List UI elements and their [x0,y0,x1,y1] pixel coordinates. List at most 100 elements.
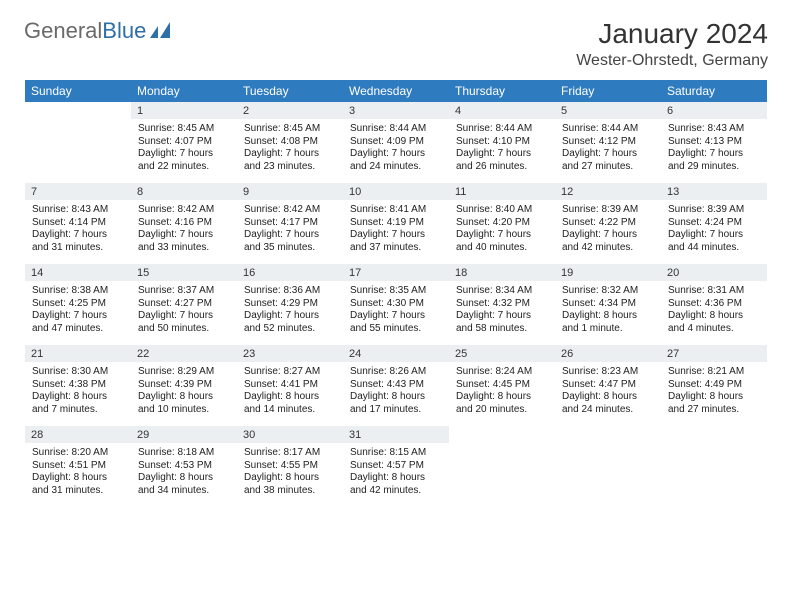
sunset-text: Sunset: 4:29 PM [244,298,336,311]
day-number: 1 [131,102,237,120]
day-cell: Sunrise: 8:42 AMSunset: 4:17 PMDaylight:… [237,201,343,263]
daylight-text: Daylight: 7 hours [138,310,230,323]
day-number: 5 [555,102,661,120]
daylight-text: Daylight: 8 hours [138,472,230,485]
day-number [555,425,661,444]
brand-part1: General [24,18,102,44]
calendar-table: SundayMondayTuesdayWednesdayThursdayFrid… [24,80,768,507]
daylight-text: and 40 minutes. [456,242,548,255]
sunrise-text: Sunrise: 8:38 AM [32,285,124,298]
day-number: 21 [25,344,131,363]
day-cell: Sunrise: 8:20 AMSunset: 4:51 PMDaylight:… [25,444,131,506]
day-number: 17 [343,263,449,282]
sunset-text: Sunset: 4:53 PM [138,460,230,473]
daylight-text: and 31 minutes. [32,242,124,255]
day-cell: Sunrise: 8:31 AMSunset: 4:36 PMDaylight:… [661,282,767,344]
day-content-row: Sunrise: 8:30 AMSunset: 4:38 PMDaylight:… [25,363,767,425]
sunrise-text: Sunrise: 8:44 AM [350,123,442,136]
sunrise-text: Sunrise: 8:29 AM [138,366,230,379]
daylight-text: Daylight: 7 hours [350,148,442,161]
sunset-text: Sunset: 4:08 PM [244,136,336,149]
sunrise-text: Sunrise: 8:24 AM [456,366,548,379]
daylight-text: Daylight: 7 hours [456,148,548,161]
day-cell [449,444,555,506]
day-cell: Sunrise: 8:41 AMSunset: 4:19 PMDaylight:… [343,201,449,263]
day-cell: Sunrise: 8:26 AMSunset: 4:43 PMDaylight:… [343,363,449,425]
brand-part2: Blue [102,18,146,44]
sunrise-text: Sunrise: 8:37 AM [138,285,230,298]
daylight-text: and 10 minutes. [138,404,230,417]
daylight-text: and 42 minutes. [562,242,654,255]
sunrise-text: Sunrise: 8:31 AM [668,285,760,298]
sunrise-text: Sunrise: 8:44 AM [456,123,548,136]
day-details: Sunrise: 8:20 AMSunset: 4:51 PMDaylight:… [26,445,130,505]
day-cell: Sunrise: 8:17 AMSunset: 4:55 PMDaylight:… [237,444,343,506]
day-details: Sunrise: 8:15 AMSunset: 4:57 PMDaylight:… [344,445,448,505]
sunset-text: Sunset: 4:17 PM [244,217,336,230]
day-number: 30 [237,425,343,444]
sunrise-text: Sunrise: 8:23 AM [562,366,654,379]
day-cell: Sunrise: 8:43 AMSunset: 4:14 PMDaylight:… [25,201,131,263]
day-number-row: 78910111213 [25,182,767,201]
day-details: Sunrise: 8:44 AMSunset: 4:12 PMDaylight:… [556,121,660,181]
logo-sail-icon [150,22,172,40]
day-details: Sunrise: 8:41 AMSunset: 4:19 PMDaylight:… [344,202,448,262]
sunset-text: Sunset: 4:36 PM [668,298,760,311]
daylight-text: Daylight: 8 hours [244,391,336,404]
sunset-text: Sunset: 4:41 PM [244,379,336,392]
day-number-row: 28293031 [25,425,767,444]
sunrise-text: Sunrise: 8:36 AM [244,285,336,298]
day-details [556,445,660,503]
sunset-text: Sunset: 4:49 PM [668,379,760,392]
day-details: Sunrise: 8:38 AMSunset: 4:25 PMDaylight:… [26,283,130,343]
daylight-text: and 1 minute. [562,323,654,336]
sunrise-text: Sunrise: 8:45 AM [138,123,230,136]
brand-logo: GeneralBlue [24,18,172,44]
day-number [449,425,555,444]
sunrise-text: Sunrise: 8:17 AM [244,447,336,460]
day-number: 6 [661,102,767,120]
day-details: Sunrise: 8:44 AMSunset: 4:09 PMDaylight:… [344,121,448,181]
daylight-text: Daylight: 7 hours [668,229,760,242]
daylight-text: and 4 minutes. [668,323,760,336]
daylight-text: and 37 minutes. [350,242,442,255]
sunrise-text: Sunrise: 8:40 AM [456,204,548,217]
day-number: 23 [237,344,343,363]
sunrise-text: Sunrise: 8:15 AM [350,447,442,460]
day-details: Sunrise: 8:35 AMSunset: 4:30 PMDaylight:… [344,283,448,343]
sunrise-text: Sunrise: 8:44 AM [562,123,654,136]
day-header: Tuesday [237,80,343,102]
daylight-text: Daylight: 7 hours [456,229,548,242]
sunrise-text: Sunrise: 8:39 AM [668,204,760,217]
sunset-text: Sunset: 4:12 PM [562,136,654,149]
day-header-row: SundayMondayTuesdayWednesdayThursdayFrid… [25,80,767,102]
sunset-text: Sunset: 4:47 PM [562,379,654,392]
day-details: Sunrise: 8:39 AMSunset: 4:22 PMDaylight:… [556,202,660,262]
day-number [661,425,767,444]
day-number [25,102,131,120]
day-details: Sunrise: 8:32 AMSunset: 4:34 PMDaylight:… [556,283,660,343]
day-cell [661,444,767,506]
day-cell [555,444,661,506]
day-content-row: Sunrise: 8:43 AMSunset: 4:14 PMDaylight:… [25,201,767,263]
daylight-text: Daylight: 7 hours [138,229,230,242]
day-details: Sunrise: 8:24 AMSunset: 4:45 PMDaylight:… [450,364,554,424]
day-cell: Sunrise: 8:39 AMSunset: 4:24 PMDaylight:… [661,201,767,263]
sunrise-text: Sunrise: 8:43 AM [668,123,760,136]
daylight-text: and 14 minutes. [244,404,336,417]
sunrise-text: Sunrise: 8:20 AM [32,447,124,460]
day-cell: Sunrise: 8:35 AMSunset: 4:30 PMDaylight:… [343,282,449,344]
daylight-text: Daylight: 7 hours [138,148,230,161]
day-cell: Sunrise: 8:29 AMSunset: 4:39 PMDaylight:… [131,363,237,425]
daylight-text: and 38 minutes. [244,485,336,498]
day-cell: Sunrise: 8:21 AMSunset: 4:49 PMDaylight:… [661,363,767,425]
daylight-text: and 34 minutes. [138,485,230,498]
sunrise-text: Sunrise: 8:43 AM [32,204,124,217]
daylight-text: Daylight: 8 hours [32,391,124,404]
day-details: Sunrise: 8:42 AMSunset: 4:17 PMDaylight:… [238,202,342,262]
sunrise-text: Sunrise: 8:45 AM [244,123,336,136]
day-content-row: Sunrise: 8:38 AMSunset: 4:25 PMDaylight:… [25,282,767,344]
sunset-text: Sunset: 4:51 PM [32,460,124,473]
day-header: Monday [131,80,237,102]
daylight-text: and 27 minutes. [668,404,760,417]
